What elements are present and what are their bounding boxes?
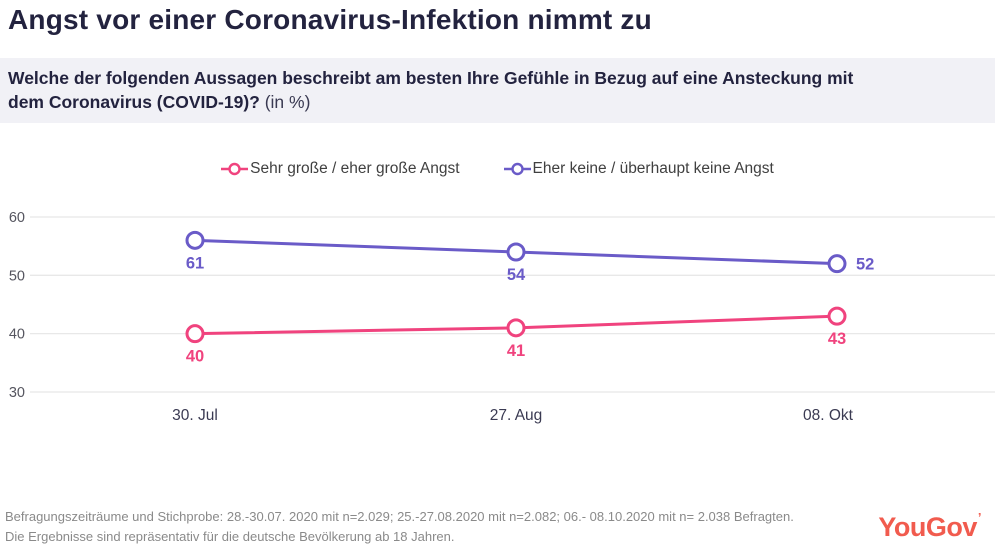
- x-tick-label: 27. Aug: [490, 407, 543, 424]
- y-tick-label: 40: [9, 327, 25, 343]
- chart-svg: 60 50 40 30 61 54 52 40 41 43 30. Jul 27. Aug 08. Ok…: [9, 210, 995, 424]
- footer-line-1: Befragungszeiträume und Stichprobe: 28.-…: [5, 509, 794, 524]
- legend-item-label: Sehr große / eher große Angst: [250, 160, 460, 177]
- legend: Sehr große / eher große Angst Eher keine …: [0, 160, 995, 178]
- y-tick-label: 50: [9, 268, 25, 284]
- data-label: 61: [186, 254, 204, 272]
- data-label: 54: [507, 266, 526, 284]
- data-point: [185, 324, 205, 344]
- legend-marker-icon: [503, 162, 531, 176]
- data-label: 41: [507, 342, 525, 360]
- legend-item-label: Eher keine / überhaupt keine Angst: [532, 160, 774, 177]
- footer-line-2: Die Ergebnisse sind repräsentativ für di…: [5, 529, 455, 544]
- subtitle-band: Welche der folgenden Aussagen beschreibt…: [0, 58, 995, 123]
- data-point: [506, 318, 526, 338]
- yougov-logo: YouGov’: [878, 510, 981, 543]
- page-title: Angst vor einer Coronavirus-Infektion ni…: [8, 4, 652, 35]
- data-point: [827, 254, 847, 274]
- legend-item: Eher keine / überhaupt keine Angst: [503, 160, 774, 178]
- y-tick-label: 30: [9, 385, 25, 401]
- data-label: 40: [186, 348, 204, 366]
- x-tick-label: 30. Jul: [172, 407, 218, 424]
- yougov-logo-mark: ’: [977, 510, 982, 525]
- data-label: 43: [828, 330, 846, 348]
- legend-item: Sehr große / eher große Angst: [221, 160, 460, 178]
- survey-question-bold: Welche der folgenden Aussagen beschreibt…: [8, 68, 854, 112]
- data-point: [827, 306, 847, 326]
- legend-marker-icon: [221, 162, 249, 176]
- yougov-logo-text: YouGov: [878, 512, 977, 542]
- line-chart: 60 50 40 30 61 54 52 40 41 43 30. Jul 27. Aug 08. Ok…: [0, 195, 995, 445]
- y-tick-label: 60: [9, 210, 25, 226]
- data-label: 52: [856, 256, 874, 274]
- footer-note: Befragungszeiträume und Stichprobe: 28.-…: [5, 507, 875, 547]
- data-point: [185, 230, 205, 250]
- survey-question: Welche der folgenden Aussagen beschreibt…: [0, 58, 900, 114]
- data-point: [506, 242, 526, 262]
- x-tick-label: 08. Okt: [803, 407, 854, 424]
- unit-note: (in %): [259, 92, 311, 112]
